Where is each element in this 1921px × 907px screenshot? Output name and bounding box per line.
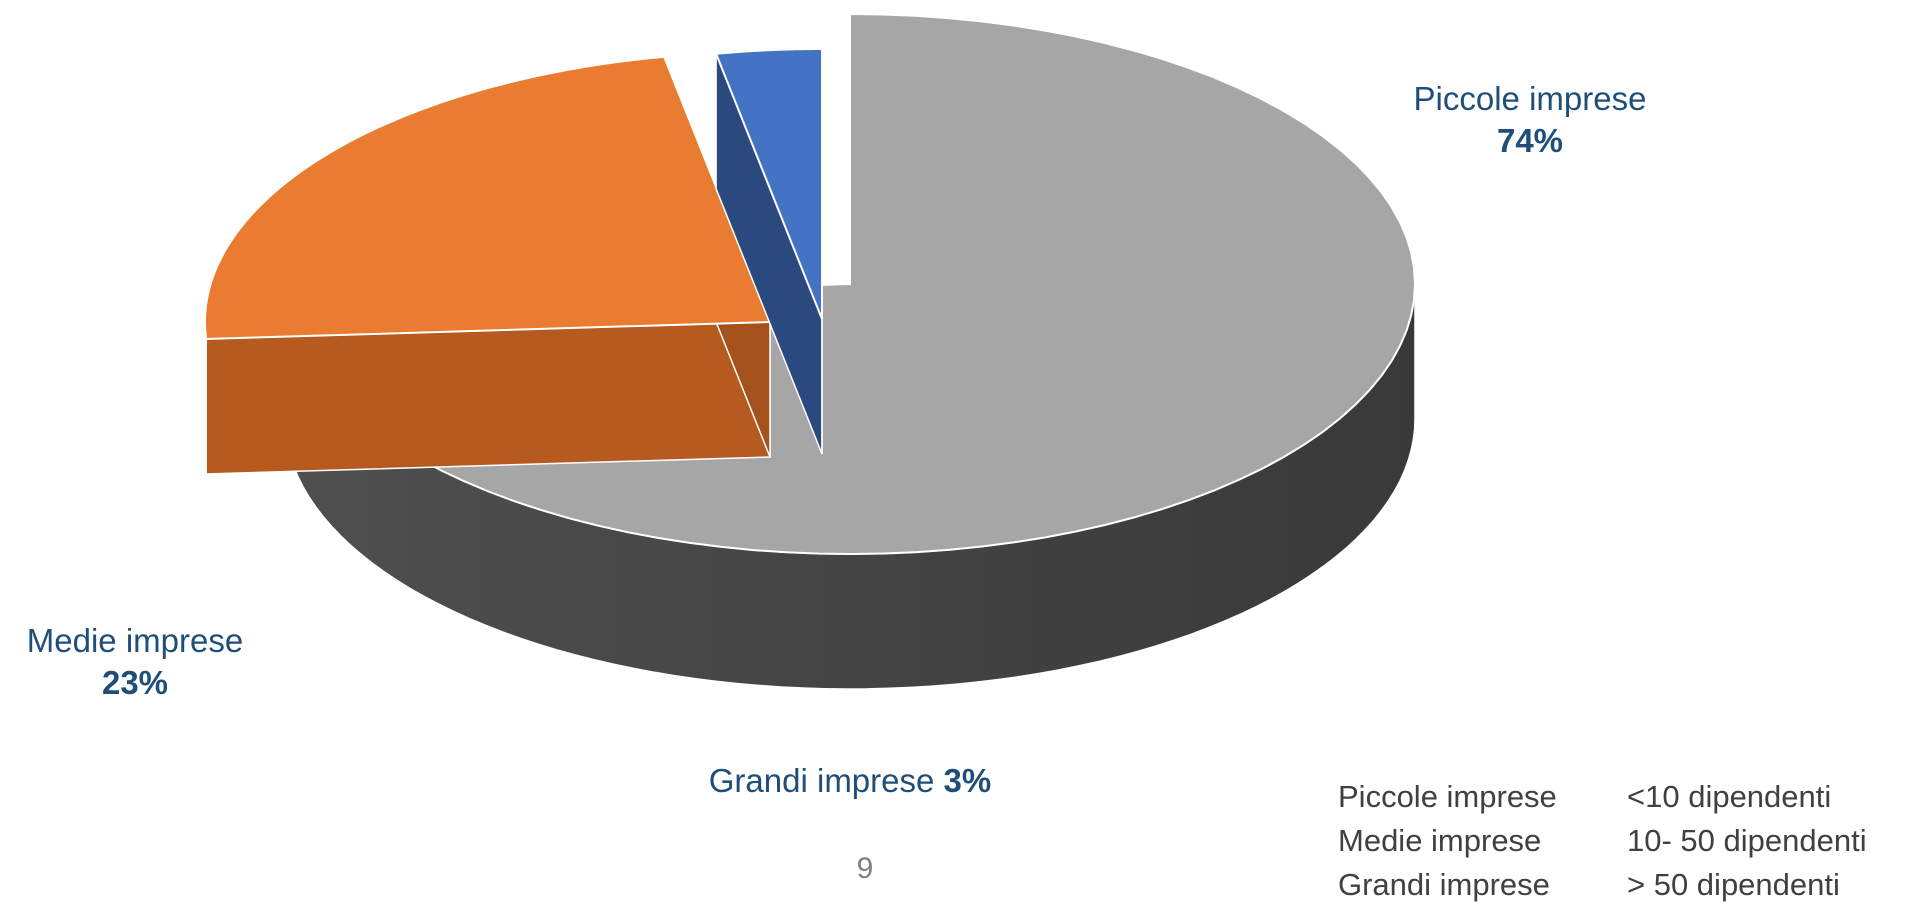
data-label-value: 3%: [943, 762, 992, 799]
slice-inner-wall: [205, 321, 771, 475]
data-label-category: Medie imprese: [26, 622, 244, 659]
legend-row: Medie imprese 10- 50 dipendenti: [1338, 819, 1867, 863]
legend-definition: <10 dipendenti: [1627, 779, 1832, 814]
legend-category: Medie imprese: [1338, 823, 1542, 858]
legend-definition: 10- 50 dipendenti: [1627, 823, 1867, 858]
slice-outer-wall: [204, 322, 207, 474]
slice-top-face: [714, 48, 823, 320]
page-number: 9: [856, 852, 874, 885]
data-label-value: 74%: [1496, 122, 1564, 159]
legend-definition: > 50 dipendenti: [1627, 867, 1840, 902]
data-label-medie: Medie imprese 23%: [0, 620, 270, 704]
legend-category: Piccole imprese: [1338, 779, 1557, 814]
legend-row: Grandi imprese > 50 dipendenti: [1338, 863, 1867, 907]
pie-slice-grandi: [714, 48, 823, 455]
legend-category: Grandi imprese: [1338, 867, 1550, 902]
slice-top-face: [204, 55, 772, 341]
data-label-category: Piccole imprese: [1413, 80, 1647, 117]
legend-row: Piccole imprese <10 dipendenti: [1338, 775, 1867, 819]
pie-slice-medie: [204, 55, 772, 475]
data-label-value: 23%: [101, 664, 169, 701]
data-label-grandi: Grandi imprese 3%: [660, 760, 1040, 802]
data-label-piccole: Piccole imprese 74%: [1380, 78, 1680, 162]
data-label-category: Grandi imprese: [708, 762, 935, 799]
size-legend: Piccole imprese <10 dipendenti Medie imp…: [1338, 775, 1867, 907]
